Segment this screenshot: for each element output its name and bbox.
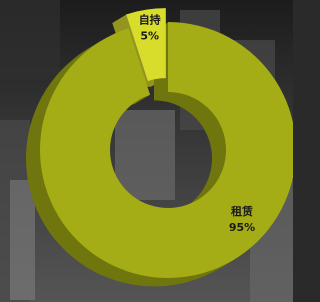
- value-label: 95%: [229, 221, 255, 234]
- chart: 自持 5% 租赁 95%: [0, 0, 293, 302]
- slice-label: 租赁: [231, 204, 253, 218]
- value-label: 5%: [140, 29, 159, 42]
- slice-label: 自持: [139, 12, 161, 26]
